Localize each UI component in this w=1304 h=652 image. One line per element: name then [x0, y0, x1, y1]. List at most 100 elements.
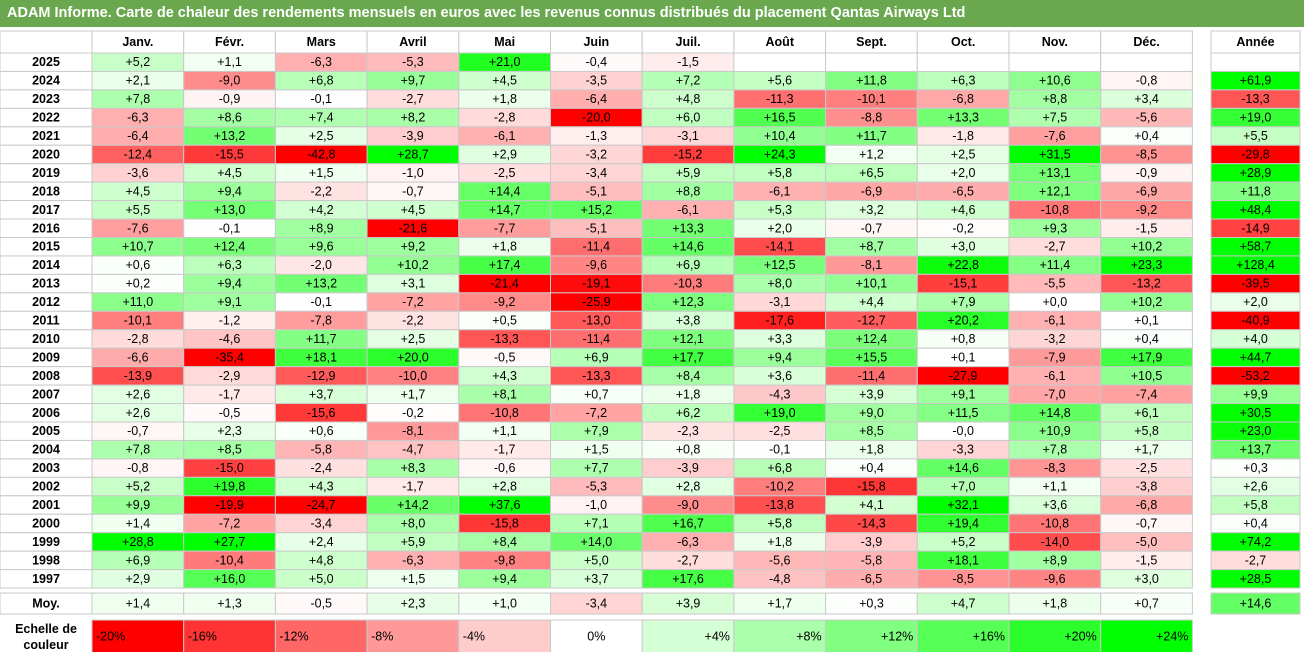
cell-value: +2,3 — [217, 424, 242, 438]
year-label: 2007 — [32, 387, 60, 401]
annual-value: +2,6 — [1243, 480, 1268, 494]
cell-value: -10,1 — [124, 314, 153, 328]
annual-value: +5,8 — [1243, 498, 1268, 512]
cell-value: +8,4 — [492, 535, 517, 549]
annual-value: -14,9 — [1241, 221, 1270, 235]
year-label: 1997 — [32, 572, 60, 586]
annual-value: -13,3 — [1241, 92, 1270, 106]
year-label: 2014 — [32, 258, 60, 272]
annual-value: +11,8 — [1240, 184, 1271, 198]
cell-value: +28,8 — [122, 535, 154, 549]
cell-value: +20,2 — [947, 314, 979, 328]
cell-value: +23,3 — [1131, 258, 1163, 272]
cell-value: -2,7 — [402, 92, 424, 106]
scale-tick-label: 0% — [587, 630, 605, 644]
cell-value: +6,8 — [767, 461, 792, 475]
month-header: Mai — [494, 35, 515, 49]
cell-value: -0,7 — [127, 424, 149, 438]
cell-value: -10,8 — [1041, 203, 1070, 217]
scale-tick-label: +4% — [705, 630, 730, 644]
cell-value: -10,8 — [1041, 516, 1070, 530]
average-value: +3,9 — [676, 597, 701, 611]
cell-value: +1,5 — [401, 572, 426, 586]
cell-value: -1,0 — [586, 498, 608, 512]
cell-value: +9,4 — [217, 184, 242, 198]
cell-value: +0,0 — [1043, 295, 1068, 309]
cell-value: +1,7 — [1134, 443, 1159, 457]
scale-label: couleur — [23, 638, 68, 652]
cell-value: +8,3 — [401, 461, 426, 475]
cell-value: +1,8 — [492, 92, 517, 106]
cell-value: +14,2 — [397, 498, 429, 512]
annual-value: -2,7 — [1245, 553, 1267, 567]
cell-value: +0,6 — [126, 258, 151, 272]
cell-value: +9,4 — [492, 572, 517, 586]
cell-value: +2,8 — [492, 480, 517, 494]
scale-swatch — [641, 619, 735, 652]
cell-value: -14,3 — [857, 516, 886, 530]
cell-value: -15,8 — [490, 516, 519, 530]
cell-value: +11,7 — [856, 129, 887, 143]
cell-value: -11,3 — [766, 92, 794, 106]
cell-value: +8,0 — [767, 277, 792, 291]
cell-value: -0,5 — [219, 406, 241, 420]
cell-value: +3,7 — [309, 387, 334, 401]
heatmap-cell — [825, 52, 918, 72]
cell-value: -5,5 — [1044, 277, 1066, 291]
year-label: 1999 — [32, 535, 60, 549]
cell-value: +4,5 — [126, 184, 151, 198]
cell-value: -0,1 — [310, 92, 332, 106]
cell-value: -0,1 — [310, 295, 332, 309]
cell-value: +5,3 — [767, 203, 792, 217]
cell-value: +5,0 — [309, 572, 334, 586]
year-label: 2009 — [32, 350, 60, 364]
average-value: +4,7 — [951, 597, 976, 611]
cell-value: -9,0 — [677, 498, 699, 512]
cell-value: -2,8 — [127, 332, 149, 346]
cell-value: -2,7 — [677, 553, 699, 567]
scale-swatch — [550, 619, 643, 652]
cell-value: +8,8 — [1043, 92, 1068, 106]
average-value: +0,7 — [1134, 597, 1159, 611]
cell-value: +7,8 — [126, 92, 151, 106]
cell-value: +3,1 — [401, 277, 426, 291]
cell-value: -13,2 — [1132, 277, 1161, 291]
cell-value: +4,5 — [401, 203, 426, 217]
cell-value: +8,0 — [401, 516, 426, 530]
cell-value: -12,4 — [124, 147, 153, 161]
cell-value: -3,1 — [769, 295, 791, 309]
cell-value: -10,4 — [215, 553, 244, 567]
average-cell — [1100, 592, 1193, 615]
cell-value: -9,6 — [586, 258, 608, 272]
cell-value: +1,1 — [217, 55, 242, 69]
cell-value: -0,2 — [402, 406, 424, 420]
cell-value: +6,9 — [584, 350, 609, 364]
cell-value: +4,5 — [217, 166, 242, 180]
cell-value: +11,0 — [122, 295, 153, 309]
cell-value: +14,4 — [489, 184, 521, 198]
cell-value: +5,2 — [126, 55, 151, 69]
cell-value: +17,9 — [1131, 350, 1163, 364]
cell-value: +9,1 — [217, 295, 242, 309]
cell-value: -3,9 — [677, 461, 699, 475]
year-label: 2002 — [32, 480, 60, 494]
cell-value: +16,0 — [214, 572, 246, 586]
cell-value: -2,0 — [310, 258, 332, 272]
cell-value: -24,7 — [307, 498, 336, 512]
cell-value: -7,4 — [1136, 387, 1158, 401]
cell-value: -5,8 — [310, 443, 332, 457]
cell-value: -4,6 — [219, 332, 241, 346]
cell-value: -6,9 — [1136, 184, 1158, 198]
cell-value: +28,7 — [397, 147, 429, 161]
cell-value: +31,5 — [1039, 147, 1071, 161]
cell-value: -21,4 — [490, 277, 519, 291]
cell-value: -6,9 — [861, 184, 883, 198]
cell-value: -0,7 — [402, 184, 424, 198]
cell-value: -6,8 — [952, 92, 974, 106]
cell-value: +8,5 — [859, 424, 884, 438]
cell-value: -13,8 — [766, 498, 795, 512]
cell-value: +0,8 — [676, 443, 701, 457]
scale-swatch — [733, 619, 827, 652]
cell-value: +9,9 — [126, 498, 151, 512]
cell-value: +1,8 — [492, 240, 517, 254]
